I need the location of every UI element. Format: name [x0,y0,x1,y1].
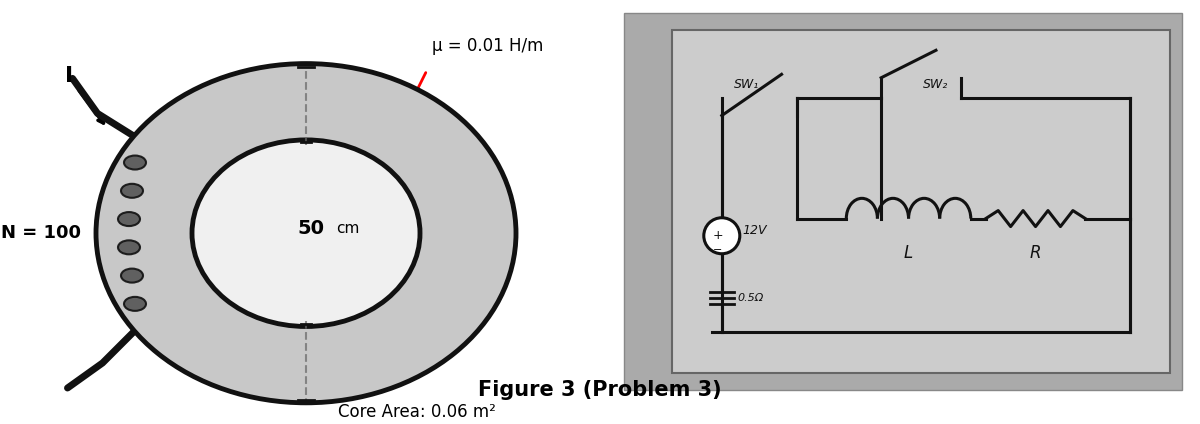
Text: SW₂: SW₂ [923,78,948,91]
Ellipse shape [124,156,146,170]
Circle shape [704,218,739,254]
Ellipse shape [124,297,146,311]
Text: −: − [713,245,722,255]
Text: 12V: 12V [743,224,767,237]
Text: Core Area: 0.06 m²: Core Area: 0.06 m² [337,403,496,421]
Text: +: + [713,229,724,242]
Bar [672,30,1170,373]
Text: 0.5Ω: 0.5Ω [738,293,764,303]
Text: I: I [66,67,73,86]
Text: R: R [1030,244,1042,262]
Text: μ = 0.01 H/m: μ = 0.01 H/m [432,37,544,55]
Ellipse shape [96,64,516,403]
Text: Figure 3 (Problem 3): Figure 3 (Problem 3) [478,380,722,400]
Ellipse shape [121,184,143,198]
Bar [624,13,1182,390]
Ellipse shape [192,140,420,326]
Text: L: L [904,244,913,262]
Ellipse shape [118,240,140,254]
Text: cm: cm [336,221,359,236]
Ellipse shape [118,212,140,226]
Text: N = 100: N = 100 [1,224,82,242]
Ellipse shape [121,268,143,283]
Text: SW₁: SW₁ [734,78,760,92]
Text: 50: 50 [298,219,324,238]
